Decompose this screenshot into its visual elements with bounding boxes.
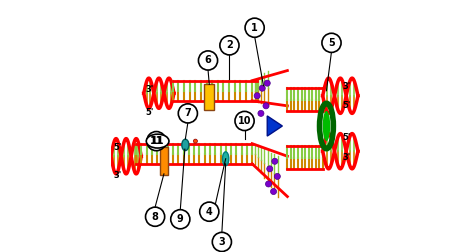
Circle shape bbox=[263, 103, 269, 109]
Circle shape bbox=[200, 202, 219, 221]
Circle shape bbox=[220, 36, 239, 55]
Text: 1: 1 bbox=[251, 23, 258, 33]
Circle shape bbox=[245, 18, 264, 37]
Circle shape bbox=[271, 188, 276, 195]
Text: 7: 7 bbox=[184, 108, 191, 118]
Text: 3': 3' bbox=[145, 85, 154, 94]
Text: 5': 5' bbox=[113, 143, 121, 152]
Text: 11: 11 bbox=[150, 136, 163, 146]
Circle shape bbox=[264, 80, 270, 86]
Circle shape bbox=[322, 33, 341, 52]
Circle shape bbox=[147, 132, 166, 151]
Circle shape bbox=[254, 93, 260, 99]
Text: 8: 8 bbox=[152, 212, 158, 222]
Text: 5': 5' bbox=[342, 101, 351, 110]
Circle shape bbox=[267, 166, 273, 172]
Circle shape bbox=[171, 210, 190, 229]
Text: 10: 10 bbox=[238, 116, 251, 126]
Text: 5': 5' bbox=[145, 108, 154, 117]
Circle shape bbox=[212, 232, 231, 251]
Text: 4: 4 bbox=[206, 207, 213, 217]
Ellipse shape bbox=[146, 134, 169, 148]
Text: 9: 9 bbox=[177, 214, 184, 224]
Text: 3': 3' bbox=[343, 153, 351, 162]
Circle shape bbox=[178, 104, 198, 123]
Text: 6: 6 bbox=[205, 55, 211, 66]
Circle shape bbox=[274, 173, 280, 179]
FancyBboxPatch shape bbox=[204, 84, 214, 110]
Ellipse shape bbox=[182, 139, 189, 151]
Circle shape bbox=[235, 111, 254, 131]
Text: 2: 2 bbox=[226, 40, 233, 50]
Circle shape bbox=[193, 139, 198, 143]
Circle shape bbox=[265, 181, 272, 187]
Circle shape bbox=[258, 110, 264, 116]
Ellipse shape bbox=[222, 152, 229, 166]
Circle shape bbox=[146, 207, 164, 226]
Circle shape bbox=[199, 51, 218, 70]
Text: 5: 5 bbox=[328, 38, 335, 48]
Circle shape bbox=[272, 158, 278, 164]
Text: 3: 3 bbox=[219, 237, 225, 247]
Text: 3': 3' bbox=[343, 82, 351, 91]
Polygon shape bbox=[267, 116, 283, 136]
Ellipse shape bbox=[323, 111, 330, 141]
Text: 3': 3' bbox=[113, 171, 121, 180]
Text: 11: 11 bbox=[151, 136, 164, 146]
Circle shape bbox=[259, 85, 265, 91]
FancyBboxPatch shape bbox=[160, 147, 168, 175]
Text: 5': 5' bbox=[342, 133, 351, 142]
